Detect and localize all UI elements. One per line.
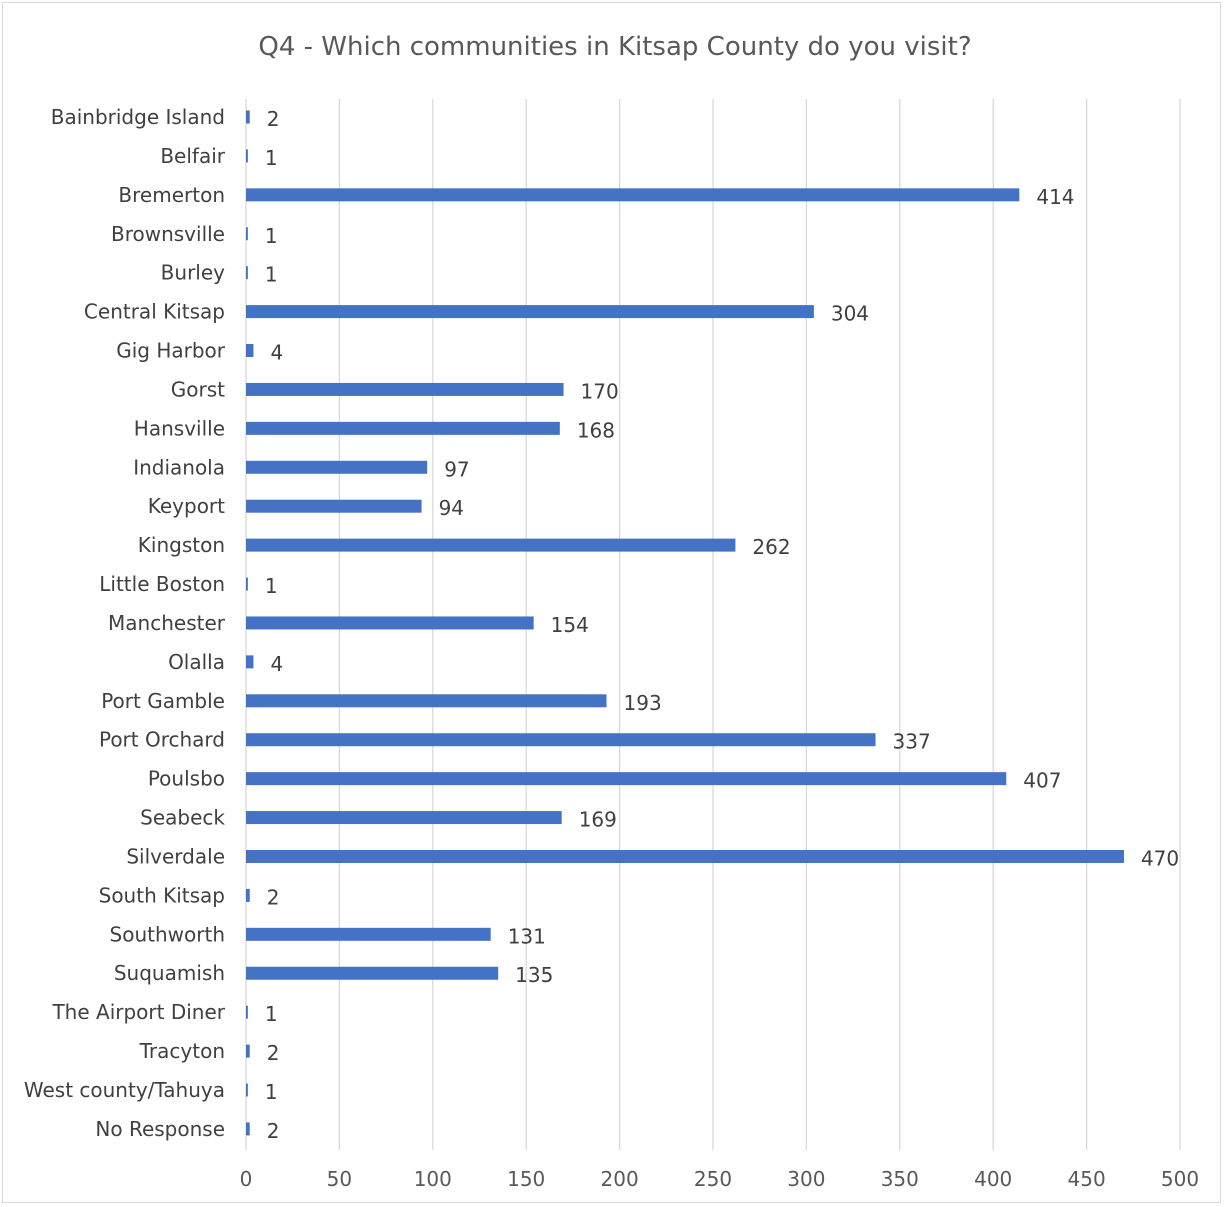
x-tick-label: 500: [1161, 1167, 1199, 1191]
x-tick-label: 400: [974, 1167, 1012, 1191]
bar: [246, 850, 1124, 863]
bar: [246, 578, 248, 591]
data-label: 168: [577, 418, 615, 442]
bar: [246, 305, 814, 318]
data-label: 1: [265, 263, 278, 287]
data-label: 2: [267, 885, 280, 909]
x-tick-label: 200: [601, 1167, 639, 1191]
data-label: 2: [267, 107, 280, 131]
chart-title: Q4 - Which communities in Kitsap County …: [258, 32, 971, 62]
bar: [246, 967, 498, 980]
data-label: 193: [624, 691, 662, 715]
bar: [246, 811, 562, 824]
category-label: Bremerton: [118, 183, 225, 207]
category-label: Keyport: [148, 494, 225, 518]
category-label: The Airport Diner: [51, 1000, 225, 1024]
data-label: 1: [265, 1080, 278, 1104]
category-label: Southworth: [110, 922, 225, 946]
bar: [246, 889, 250, 902]
data-label: 262: [752, 535, 790, 559]
data-label: 304: [831, 302, 869, 326]
bar: [246, 149, 248, 162]
bars: [246, 111, 1124, 1136]
category-label: No Response: [95, 1117, 225, 1141]
data-label: 97: [444, 457, 469, 481]
x-tick-label: 0: [240, 1167, 253, 1191]
bar: [246, 616, 534, 629]
data-label: 4: [270, 652, 283, 676]
category-label: Port Orchard: [99, 728, 225, 752]
bar: [246, 655, 253, 668]
data-label: 4: [270, 341, 283, 365]
data-label: 131: [508, 924, 546, 948]
data-label: 170: [581, 379, 619, 403]
data-label: 2: [267, 1119, 280, 1143]
data-label: 407: [1023, 769, 1061, 793]
category-label: Brownsville: [111, 222, 225, 246]
data-label: 337: [893, 730, 931, 754]
category-label: Burley: [161, 261, 225, 285]
bar: [246, 344, 253, 357]
category-labels: Bainbridge Island Belfair Bremerton Brownsv…: [24, 105, 226, 1141]
category-label: Kingston: [138, 533, 225, 557]
category-label: Gorst: [171, 377, 225, 401]
category-label: Olalla: [168, 650, 225, 674]
category-label: Belfair: [160, 144, 225, 168]
data-label: 1: [265, 146, 278, 170]
x-tick-label: 50: [327, 1167, 352, 1191]
bar: [246, 227, 248, 240]
bar: [246, 461, 427, 474]
data-label: 154: [551, 613, 589, 637]
data-label: 1: [265, 224, 278, 248]
data-label: 135: [515, 963, 553, 987]
category-label: West county/Tahuya: [24, 1078, 225, 1102]
category-label: South Kitsap: [99, 883, 225, 907]
bar: [246, 1084, 248, 1097]
x-tick-label: 250: [694, 1167, 732, 1191]
bar: [246, 733, 876, 746]
bar: [246, 928, 491, 941]
category-label: Little Boston: [99, 572, 225, 596]
bar: [246, 111, 250, 124]
category-label: Port Gamble: [101, 689, 225, 713]
bar: [246, 383, 564, 396]
category-label: Seabeck: [140, 806, 225, 830]
category-label: Silverdale: [126, 844, 225, 868]
category-label: Manchester: [108, 611, 226, 635]
bar: [246, 694, 607, 707]
data-label: 1: [265, 1002, 278, 1026]
bar-chart: Q4 - Which communities in Kitsap County …: [3, 3, 1222, 1204]
bar: [246, 772, 1006, 785]
category-label: Bainbridge Island: [51, 105, 225, 129]
bar: [246, 539, 735, 552]
category-label: Indianola: [133, 455, 225, 479]
x-tick-label: 300: [787, 1167, 825, 1191]
category-label: Tracyton: [139, 1039, 225, 1063]
data-label: 169: [579, 808, 617, 832]
data-label: 1: [265, 574, 278, 598]
category-label: Suquamish: [114, 961, 225, 985]
category-label: Central Kitsap: [84, 300, 225, 324]
bar: [246, 422, 560, 435]
data-label: 94: [439, 496, 464, 520]
bar: [246, 266, 248, 279]
x-tick-label: 100: [414, 1167, 452, 1191]
x-tick-label: 450: [1068, 1167, 1106, 1191]
bar: [246, 188, 1019, 201]
data-label: 470: [1141, 846, 1179, 870]
bar: [246, 1006, 248, 1019]
data-label: 414: [1036, 185, 1074, 209]
category-label: Poulsbo: [148, 767, 225, 791]
bar: [246, 1122, 250, 1135]
category-label: Hansville: [134, 416, 225, 440]
data-label: 2: [267, 1041, 280, 1065]
category-label: Gig Harbor: [116, 339, 226, 363]
x-tick-label: 150: [507, 1167, 545, 1191]
bar: [246, 500, 422, 513]
x-axis-tick-labels: 0 50 100 150 200 250 300 350 400 450 500: [240, 1167, 1199, 1191]
x-tick-label: 350: [881, 1167, 919, 1191]
bar: [246, 1045, 250, 1058]
